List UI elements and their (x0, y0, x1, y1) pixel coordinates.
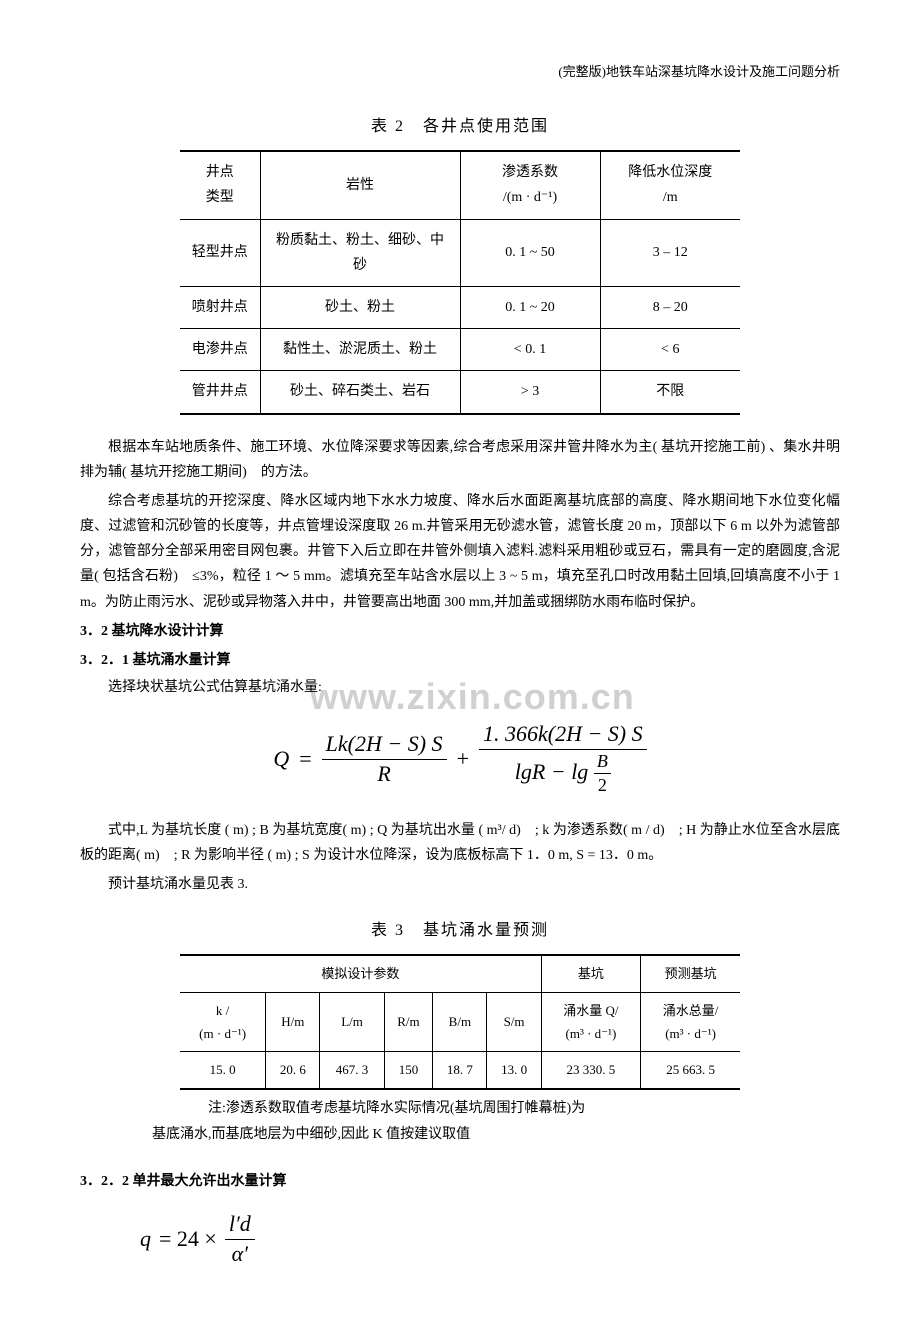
cell: < 0. 1 (460, 329, 600, 371)
cell: 喷射井点 (180, 286, 260, 328)
table-row: 电渗井点 黏性土、淤泥质土、粉土 < 0. 1 < 6 (180, 329, 740, 371)
table2-h1: 井点 类型 (180, 151, 260, 219)
cell: 砂土、粉土 (260, 286, 460, 328)
cell: 0. 1 ~ 20 (460, 286, 600, 328)
table-row: 15. 0 20. 6 467. 3 150 18. 7 13. 0 23 33… (180, 1052, 740, 1089)
cell: 不限 (600, 371, 740, 414)
cell: 467. 3 (320, 1052, 384, 1089)
cell: 涌水量 Q/(m³ · d⁻¹) (541, 992, 641, 1052)
cell: > 3 (460, 371, 600, 414)
paragraph-4: 式中,L 为基坑长度 ( m) ; B 为基坑宽度( m) ; Q 为基坑出水量… (80, 818, 840, 868)
cell: 8 – 20 (600, 286, 740, 328)
formula-q-main: Q = Lk(2H − S) S R + 1. 366k(2H − S) S l… (80, 720, 840, 797)
header-note: (完整版)地铁车站深基坑降水设计及施工问题分析 (80, 60, 840, 83)
cell: 23 330. 5 (541, 1052, 641, 1089)
t3-h-params: 模拟设计参数 (180, 955, 541, 992)
cell: 13. 0 (487, 1052, 541, 1089)
cell: 15. 0 (180, 1052, 266, 1089)
cell: L/m (320, 992, 384, 1052)
table3-header-row-2: k /(m · d⁻¹) H/m L/m R/m B/m S/m 涌水量 Q/(… (180, 992, 740, 1052)
section-3-2: 3．2 基坑降水设计计算 (80, 619, 840, 644)
t3-h-pit: 基坑 (541, 955, 641, 992)
table-row: 喷射井点 砂土、粉土 0. 1 ~ 20 8 – 20 (180, 286, 740, 328)
cell: 20. 6 (266, 1052, 320, 1089)
cell: 3 – 12 (600, 219, 740, 286)
paragraph-1: 根据本车站地质条件、施工环境、水位降深要求等因素,综合考虑采用深井管井降水为主(… (80, 435, 840, 485)
section-3-2-1: 3．2．1 基坑涌水量计算 (80, 648, 840, 673)
cell: k /(m · d⁻¹) (180, 992, 266, 1052)
cell: 粉质黏土、粉土、细砂、中砂 (260, 219, 460, 286)
cell: 0. 1 ~ 50 (460, 219, 600, 286)
cell: 18. 7 (433, 1052, 487, 1089)
cell: 150 (384, 1052, 433, 1089)
table2-caption: 表 2 各井点使用范围 (80, 113, 840, 142)
table3: 模拟设计参数 基坑 预测基坑 k /(m · d⁻¹) H/m L/m R/m … (180, 954, 740, 1090)
table2-h3: 渗透系数/(m · d⁻¹) (460, 151, 600, 219)
cell: 砂土、碎石类土、岩石 (260, 371, 460, 414)
table2: 井点 类型 岩性 渗透系数/(m · d⁻¹) 降低水位深度/m 轻型井点 粉质… (180, 150, 740, 414)
cell: 25 663. 5 (641, 1052, 740, 1089)
cell: 电渗井点 (180, 329, 260, 371)
table2-header-row: 井点 类型 岩性 渗透系数/(m · d⁻¹) 降低水位深度/m (180, 151, 740, 219)
cell: R/m (384, 992, 433, 1052)
paragraph-5: 预计基坑涌水量见表 3. (80, 872, 840, 897)
cell: B/m (433, 992, 487, 1052)
cell: < 6 (600, 329, 740, 371)
cell: H/m (266, 992, 320, 1052)
table2-h4: 降低水位深度/m (600, 151, 740, 219)
section-3-2-2: 3．2．2 单井最大允许出水量计算 (80, 1169, 840, 1194)
table3-caption: 表 3 基坑涌水量预测 (80, 917, 840, 946)
cell: 涌水总量/(m³ · d⁻¹) (641, 992, 740, 1052)
table-row: 管井井点 砂土、碎石类土、岩石 > 3 不限 (180, 371, 740, 414)
cell: 管井井点 (180, 371, 260, 414)
cell: 黏性土、淤泥质土、粉土 (260, 329, 460, 371)
table2-h2: 岩性 (260, 151, 460, 219)
cell: 轻型井点 (180, 219, 260, 286)
table3-header-row-1: 模拟设计参数 基坑 预测基坑 (180, 955, 740, 992)
table-row: 轻型井点 粉质黏土、粉土、细砂、中砂 0. 1 ~ 50 3 – 12 (180, 219, 740, 286)
formula-q-single: q = 24 × l′d α′ (140, 1210, 840, 1268)
paragraph-2: 综合考虑基坑的开挖深度、降水区域内地下水水力坡度、降水后水面距离基坑底部的高度、… (80, 489, 840, 615)
cell: S/m (487, 992, 541, 1052)
paragraph-3: 选择块状基坑公式估算基坑涌水量: (80, 675, 840, 700)
t3-h-pred: 预测基坑 (641, 955, 740, 992)
table3-note: 注:渗透系数取值考虑基坑降水实际情况(基坑周围打帷幕桩)为 基底涌水,而基底地层… (180, 1096, 740, 1149)
